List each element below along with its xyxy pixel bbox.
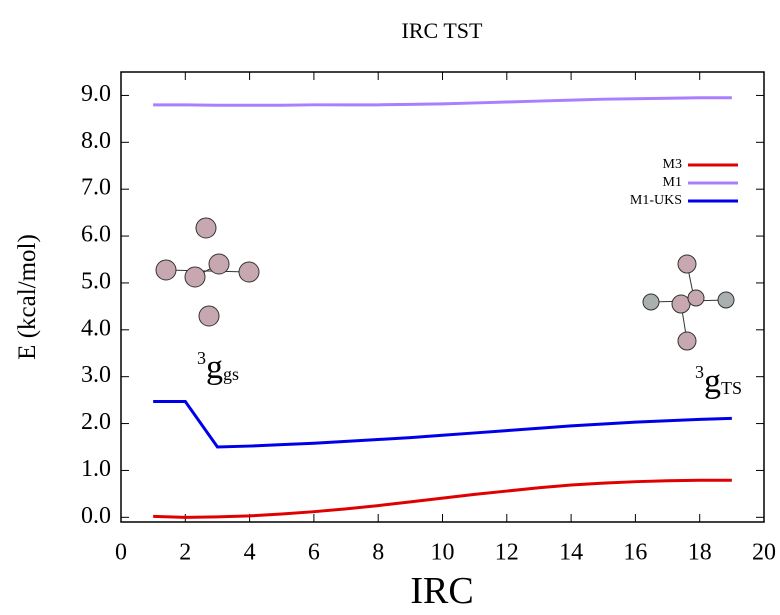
chart-title: IRC TST (402, 18, 483, 43)
series-line (153, 98, 732, 106)
x-tick-label: 16 (623, 540, 647, 566)
annotation-sub: TS (721, 378, 742, 398)
x-tick-label: 18 (688, 540, 712, 566)
y-tick-label: 7.0 (81, 175, 111, 201)
annotation-base: g (704, 363, 721, 400)
y-tick-label: 2.0 (81, 409, 111, 435)
chart: IRC TST IRC E (kcal/mol) 0.0 1.0 2.0 3.0 4.0… (0, 0, 780, 615)
y-tick-label: 8.0 (81, 128, 111, 154)
plot-frame (121, 72, 764, 522)
x-axis-label: IRC (410, 570, 473, 612)
x-tick-label: 0 (115, 540, 127, 566)
legend-label: M3 (663, 157, 682, 172)
x-tick-label: 6 (308, 540, 320, 566)
y-tick-label: 9.0 (81, 81, 111, 107)
annotation: 3gTS (695, 362, 742, 400)
x-tick-label: 4 (244, 540, 256, 566)
x-tick-label: 10 (431, 540, 455, 566)
annotation-sup: 3 (197, 348, 206, 368)
y-tick-label: 6.0 (81, 222, 111, 248)
y-axis-label: E (kcal/mol) (14, 234, 41, 360)
annotation-sub: gs (223, 364, 239, 384)
series-line (153, 480, 732, 517)
x-tick-label: 20 (752, 540, 776, 566)
molecule-ts (643, 255, 734, 350)
x-tick-label: 8 (372, 540, 384, 566)
x-tick-label: 12 (495, 540, 519, 566)
y-tick-label: 5.0 (81, 268, 111, 294)
series-line (153, 402, 732, 447)
molecule-gs (156, 218, 259, 326)
y-tick-label: 4.0 (81, 315, 111, 341)
legend-label: M1-UKS (630, 193, 682, 208)
annotation: 3ggs (197, 348, 239, 386)
y-tick-label: 3.0 (81, 362, 111, 388)
legend-label: M1 (663, 175, 682, 190)
annotation-base: g (206, 349, 223, 386)
y-tick-label: 1.0 (81, 456, 111, 482)
y-tick-label: 0.0 (81, 503, 111, 529)
x-tick-label: 14 (559, 540, 583, 566)
annotation-sup: 3 (695, 362, 704, 382)
x-tick-label: 2 (179, 540, 191, 566)
